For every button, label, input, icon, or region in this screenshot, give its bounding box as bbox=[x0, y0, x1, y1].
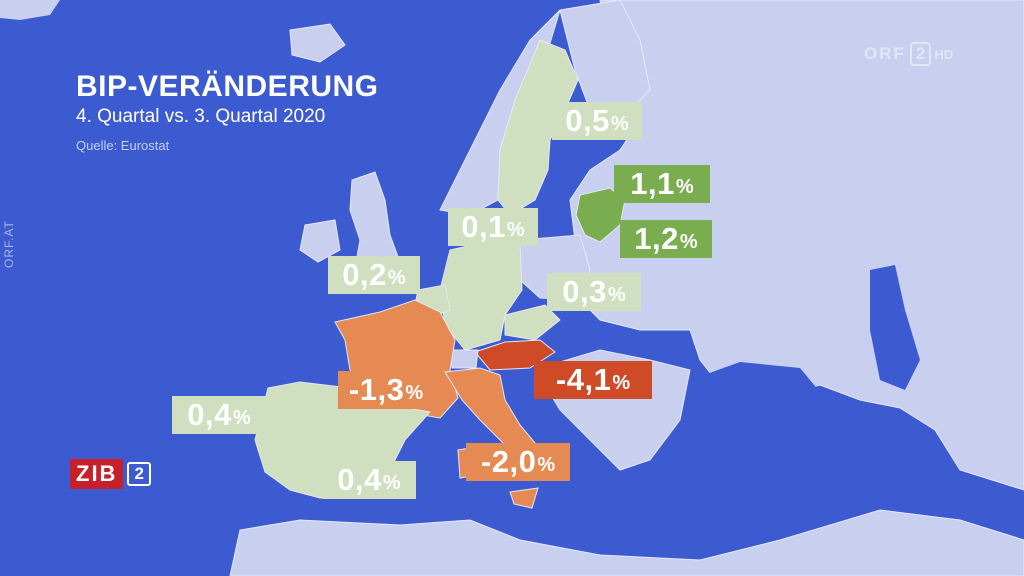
czechia-land bbox=[504, 304, 561, 341]
label-sweden: 0,5% bbox=[552, 102, 642, 140]
label-austria: -4,1% bbox=[534, 361, 652, 399]
label-czechia: 0,3% bbox=[547, 273, 641, 311]
label-latvia-unit: % bbox=[675, 175, 694, 198]
label-latvia-value: 1,1 bbox=[630, 166, 675, 201]
caspian-sea bbox=[870, 265, 920, 390]
label-belgium-value: 0,2 bbox=[342, 257, 387, 292]
label-lithuania: 1,2% bbox=[620, 220, 712, 258]
baltics-land bbox=[575, 187, 626, 243]
source: Quelle: Eurostat bbox=[76, 138, 170, 153]
black-sea bbox=[690, 362, 820, 425]
label-austria-unit: % bbox=[612, 371, 631, 394]
label-spain-value: 0,4 bbox=[337, 462, 382, 497]
sweden-land bbox=[497, 39, 579, 216]
label-denmark-unit: % bbox=[506, 218, 525, 241]
label-lithuania-unit: % bbox=[679, 230, 698, 253]
label-belgium: 0,2% bbox=[328, 256, 420, 294]
zib-logo-number: 2 bbox=[127, 462, 151, 486]
label-italy-value: -2,0 bbox=[480, 444, 537, 479]
label-belgium-unit: % bbox=[387, 266, 406, 289]
label-italy-unit: % bbox=[537, 453, 556, 476]
label-latvia: 1,1% bbox=[614, 165, 710, 203]
label-denmark-value: 0,1 bbox=[461, 209, 506, 244]
label-austria-value: -4,1 bbox=[555, 362, 612, 397]
label-sweden-unit: % bbox=[610, 112, 629, 135]
label-czechia-value: 0,3 bbox=[562, 274, 607, 309]
zib-logo: ZIB 2 bbox=[70, 459, 151, 489]
sicily-land bbox=[509, 487, 539, 509]
label-spain: 0,4% bbox=[322, 461, 416, 499]
title-block: BIP-VERÄNDERUNG 4. Quartal vs. 3. Quarta… bbox=[76, 70, 379, 153]
greenland-land bbox=[0, 0, 60, 20]
label-france-unit: % bbox=[405, 381, 424, 404]
label-france: -1,3% bbox=[338, 371, 434, 409]
hd-badge: HD bbox=[934, 46, 954, 62]
label-lithuania-value: 1,2 bbox=[634, 221, 679, 256]
orf-channel-number: 2 bbox=[909, 42, 932, 66]
label-sweden-value: 0,5 bbox=[565, 103, 610, 138]
label-france-value: -1,3 bbox=[348, 372, 405, 407]
label-spain-unit: % bbox=[382, 471, 401, 494]
subtitle: 4. Quartal vs. 3. Quartal 2020 bbox=[76, 106, 326, 127]
switzerland-land bbox=[449, 349, 479, 369]
orf-logo: ORF 2 HD bbox=[864, 42, 953, 66]
orf-logo-text: ORF bbox=[864, 44, 906, 63]
label-denmark: 0,1% bbox=[448, 208, 538, 246]
north-africa-land bbox=[229, 509, 1024, 576]
iceland-land bbox=[289, 23, 346, 63]
label-portugal-unit: % bbox=[232, 406, 251, 429]
label-italy: -2,0% bbox=[466, 443, 570, 481]
label-portugal-value: 0,4 bbox=[187, 397, 232, 432]
zib-logo-text: ZIB bbox=[70, 459, 124, 489]
side-url: ORF.AT bbox=[2, 220, 16, 268]
title: BIP-VERÄNDERUNG bbox=[76, 70, 379, 103]
label-czechia-unit: % bbox=[607, 283, 626, 306]
label-portugal: 0,4% bbox=[172, 396, 266, 434]
